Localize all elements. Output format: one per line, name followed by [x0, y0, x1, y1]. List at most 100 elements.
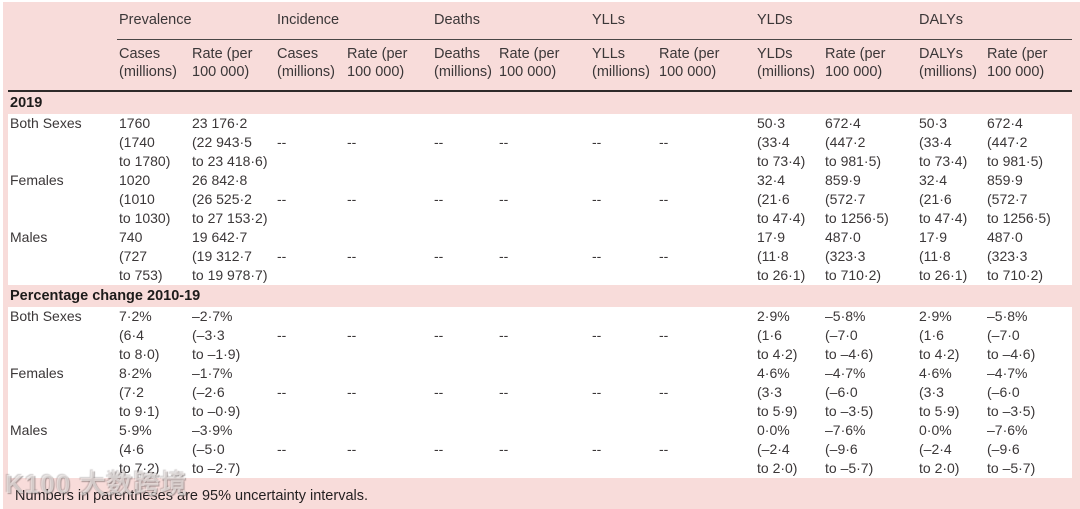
table-cell: 32·4 (21·6 to 47·4)	[757, 172, 806, 226]
table-cell: 4·6% (3·3 to 5·9)	[757, 365, 798, 419]
sub-header-ylls-rate: Rate (per 100 000)	[659, 46, 720, 80]
table-cell: 8·2% (7·2 to 9·1)	[119, 365, 160, 419]
table-cell: --	[499, 191, 509, 207]
table-cell: --	[277, 384, 287, 400]
table-cell: 859·9 (572·7 to 1256·5)	[825, 172, 889, 226]
table-cell: 672·4 (447·2 to 981·5)	[987, 115, 1044, 169]
table-cell: --	[592, 134, 602, 150]
table-cell: --	[659, 327, 669, 343]
table-cell: --	[592, 384, 602, 400]
table-cell: --	[347, 191, 357, 207]
table-cell: 487·0 (323·3 to 710·2)	[825, 229, 882, 283]
table-content: Prevalence Incidence Deaths YLLs YLDs DA…	[8, 2, 1072, 504]
table-cell: --	[347, 441, 357, 457]
table-cell: --	[434, 384, 444, 400]
table-cell: --	[659, 384, 669, 400]
group-header-rule	[117, 39, 1072, 40]
sub-header-deaths-count: Deaths (millions)	[434, 46, 492, 80]
table-cell: 26 842·8 (26 525·2 to 27 153·2)	[192, 172, 268, 226]
table-row: Males 740 (727 to 753) 19 642·7 (19 312·7…	[8, 228, 1072, 285]
table-cell: --	[347, 384, 357, 400]
group-header-deaths: Deaths	[434, 12, 480, 28]
table-cell: --	[434, 248, 444, 264]
table-cell: –1·7% (–2·6 to –0·9)	[192, 365, 241, 419]
sub-header-ylls-count: YLLs (millions)	[592, 46, 650, 80]
table-row: Females 1020 (1010 to 1030) 26 842·8 (26 …	[8, 171, 1072, 228]
table-cell: --	[434, 191, 444, 207]
table-cell: –3·9% (–5·0 to –2·7)	[192, 422, 241, 476]
table-cell: --	[277, 134, 287, 150]
table-cell: 740 (727 to 753)	[119, 229, 163, 283]
table-cell: 1760 (1740 to 1780)	[119, 115, 171, 169]
table-cell: --	[277, 441, 287, 457]
table-cell: --	[277, 248, 287, 264]
table-cell: 2·9% (1·6 to 4·2)	[919, 308, 960, 362]
table-cell: --	[277, 191, 287, 207]
section-percentage-change: Percentage change 2010-19 Both Sexes 7·2…	[8, 285, 1072, 478]
table-cell: 487·0 (323·3 to 710·2)	[987, 229, 1044, 283]
table-cell: 17·9 (11·8 to 26·1)	[919, 229, 968, 283]
table-cell: --	[499, 248, 509, 264]
table-footnote: Numbers in parentheses are 95% uncertain…	[15, 488, 369, 504]
row-label: Both Sexes	[10, 115, 82, 131]
table-cell: --	[659, 441, 669, 457]
table-cell: –4·7% (–6·0 to –3·5)	[987, 365, 1036, 419]
table-cell: –2·7% (–3·3 to –1·9)	[192, 308, 241, 362]
sub-header-empty	[8, 40, 117, 90]
table-cell: 0·0% (–2·4 to 2·0)	[919, 422, 960, 476]
sub-header-row: Cases (millions) Rate (per 100 000) Case…	[8, 40, 1072, 90]
sub-header-dalys-count: DALYs (millions)	[919, 46, 977, 80]
table-cell: --	[499, 327, 509, 343]
table-cell: –7·6% (–9·6 to –5·7)	[987, 422, 1036, 476]
table-cell: 4·6% (3·3 to 5·9)	[919, 365, 960, 419]
sub-header-prevalence-rate: Rate (per 100 000)	[192, 46, 253, 80]
table-cell: –4·7% (–6·0 to –3·5)	[825, 365, 874, 419]
table-cell: --	[434, 441, 444, 457]
table-cell: --	[659, 134, 669, 150]
table-cell: –5·8% (–7·0 to –4·6)	[825, 308, 874, 362]
sub-header-deaths-rate: Rate (per 100 000)	[499, 46, 560, 80]
table-cell: --	[592, 248, 602, 264]
row-label: Both Sexes	[10, 308, 82, 324]
group-header-ylls: YLLs	[592, 12, 626, 28]
sub-header-ylds-count: YLDs (millions)	[757, 46, 815, 80]
table-cell: 23 176·2 (22 943·5 to 23 418·6)	[192, 115, 268, 169]
row-label: Males	[10, 229, 48, 245]
table-cell: 50·3 (33·4 to 73·4)	[757, 115, 806, 169]
table-cell: 32·4 (21·6 to 47·4)	[919, 172, 968, 226]
sub-header-incidence-cases: Cases (millions)	[277, 46, 335, 80]
table-cell: –7·6% (–9·6 to –5·7)	[825, 422, 874, 476]
table-cell: --	[592, 327, 602, 343]
group-header-row: Prevalence Incidence Deaths YLLs YLDs DA…	[8, 2, 1072, 40]
table-cell: --	[499, 384, 509, 400]
row-label: Females	[10, 365, 64, 381]
table-cell: --	[434, 134, 444, 150]
group-header-prevalence: Prevalence	[119, 12, 192, 28]
table-cell: --	[347, 248, 357, 264]
table-cell: --	[592, 441, 602, 457]
table-row: Females 8·2% (7·2 to 9·1) –1·7% (–2·6 to …	[8, 364, 1072, 421]
table-cell: 50·3 (33·4 to 73·4)	[919, 115, 968, 169]
table-cell: --	[434, 327, 444, 343]
table-panel: Prevalence Incidence Deaths YLLs YLDs DA…	[3, 2, 1080, 509]
section-title: 2019	[10, 95, 43, 111]
table-cell: --	[592, 191, 602, 207]
row-label: Females	[10, 172, 64, 188]
section-rows: Both Sexes 7·2% (6·4 to 8·0) –2·7% (–3·3 …	[8, 307, 1072, 478]
table-cell: 2·9% (1·6 to 4·2)	[757, 308, 798, 362]
table-cell: --	[499, 134, 509, 150]
table-row: Both Sexes 1760 (1740 to 1780) 23 176·2 (…	[8, 114, 1072, 171]
table-cell: --	[499, 441, 509, 457]
table-cell: --	[659, 248, 669, 264]
section-title: Percentage change 2010-19	[10, 288, 201, 304]
table-cell: --	[277, 327, 287, 343]
row-label: Males	[10, 422, 48, 438]
table-cell: 1020 (1010 to 1030)	[119, 172, 171, 226]
sub-header-incidence-rate: Rate (per 100 000)	[347, 46, 408, 80]
section-rows: Both Sexes 1760 (1740 to 1780) 23 176·2 (…	[8, 114, 1072, 285]
table-row: Males 5·9% (4·6 to 7·2) –3·9% (–5·0 to –2…	[8, 421, 1072, 478]
table-cell: --	[659, 191, 669, 207]
sub-header-prevalence-cases: Cases (millions)	[119, 46, 177, 80]
table-cell: 17·9 (11·8 to 26·1)	[757, 229, 806, 283]
table-cell: –5·8% (–7·0 to –4·6)	[987, 308, 1036, 362]
